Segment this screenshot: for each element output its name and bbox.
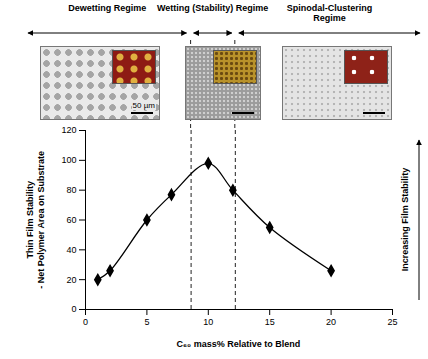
svg-text:100: 100 [61, 155, 76, 165]
html-text:Spinodal-Clustering Regime: Spinodal-Clustering Regime [286, 3, 373, 24]
html-text:Dewetting Regime: Dewetting Regime [68, 3, 147, 13]
svg-text:5: 5 [144, 317, 149, 327]
html-text:50 µm: 50 µm [132, 101, 155, 110]
svg-text:15: 15 [265, 317, 275, 327]
html-text:C₆₀ mass% Relative to Blend: C₆₀ mass% Relative to Blend [176, 339, 301, 349]
html-text:Thin Film Stability: Thin Film Stability [25, 180, 36, 259]
svg-text:0: 0 [71, 304, 76, 314]
svg-text:0: 0 [83, 317, 88, 327]
html-text:Wetting (Stability) Regime: Wetting (Stability) Regime [157, 3, 269, 13]
svg-text:40: 40 [66, 245, 76, 255]
svg-text:20: 20 [326, 317, 336, 327]
svg-text:120: 120 [61, 125, 76, 135]
html-text:Increasing Film Stability: Increasing Film Stability [400, 167, 411, 272]
svg-text:60: 60 [66, 215, 76, 225]
svg-text:25: 25 [387, 317, 397, 327]
svg-text:80: 80 [66, 185, 76, 195]
html-text:- Net Polymer Area on Substrat: - Net Polymer Area on Substrate [35, 150, 46, 289]
svg-text:20: 20 [66, 275, 76, 285]
svg-text:10: 10 [203, 317, 213, 327]
